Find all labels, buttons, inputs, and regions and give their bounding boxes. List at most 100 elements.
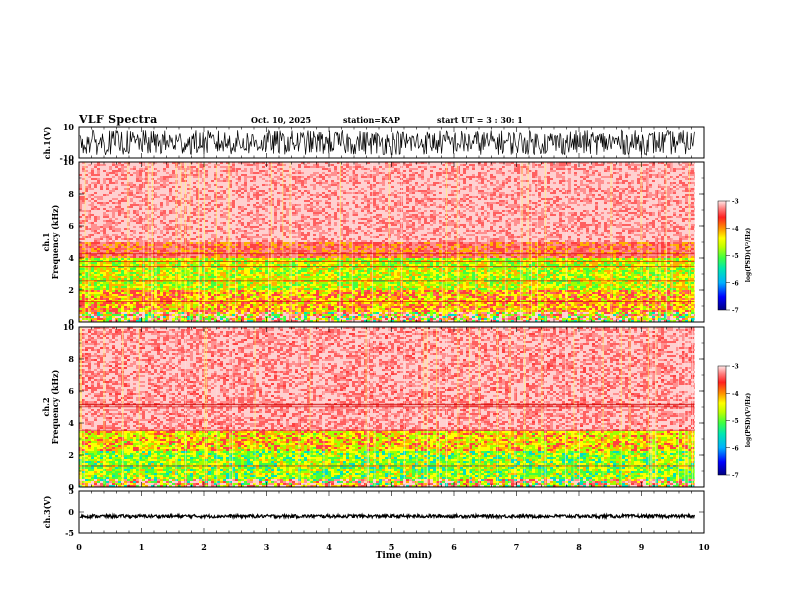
spectrogram-cell	[580, 192, 583, 194]
spectrogram-cell	[208, 176, 211, 178]
spectrogram-cell	[559, 176, 562, 178]
spectrogram-cell	[106, 208, 109, 210]
spectrogram-cell	[220, 196, 223, 198]
spectrogram-cell	[364, 166, 367, 168]
spectrogram-cell	[538, 172, 541, 174]
spectrogram-cell	[463, 182, 466, 184]
spectrogram-cell	[625, 172, 628, 174]
spectrogram-cell	[661, 180, 664, 182]
spectrogram-cell	[139, 204, 142, 206]
spectrogram-cell	[118, 196, 121, 198]
spectrogram-cell	[295, 194, 298, 196]
spectrogram-cell	[382, 178, 385, 180]
spectrogram-cell	[310, 166, 313, 168]
spectrogram-cell	[454, 192, 457, 194]
spectrogram-cell	[259, 168, 262, 170]
spectrogram-cell	[433, 206, 436, 208]
spectrogram-cell	[586, 208, 589, 210]
spectrogram-cell	[208, 168, 211, 170]
spectrogram-cell	[436, 176, 439, 178]
spectrogram-cell	[304, 184, 307, 186]
spectrogram-cell	[94, 168, 97, 170]
spectrogram-cell	[496, 176, 499, 178]
spectrogram-cell	[430, 190, 433, 192]
spectrogram-cell	[586, 172, 589, 174]
spectrogram-cell	[124, 166, 127, 168]
spectrogram-cell	[469, 184, 472, 186]
spectrogram-cell	[436, 180, 439, 182]
spectrogram-cell	[661, 164, 664, 166]
spectrogram-cell	[619, 164, 622, 166]
spectrogram-cell	[310, 192, 313, 194]
spectrogram-cell	[139, 208, 142, 210]
spectrogram-cell	[550, 204, 553, 206]
spectrogram-cell	[652, 206, 655, 208]
spectrogram-cell	[130, 184, 133, 186]
spectrogram-cell	[574, 206, 577, 208]
spectrogram-cell	[178, 196, 181, 198]
spectrogram-cell	[328, 208, 331, 210]
spectrogram-cell	[283, 166, 286, 168]
spectrogram-cell	[205, 194, 208, 196]
spectrogram-cell	[157, 202, 160, 204]
spectrogram-cell	[331, 166, 334, 168]
spectrogram-cell	[484, 184, 487, 186]
spectrogram-cell	[244, 200, 247, 202]
spectrogram-cell	[253, 166, 256, 168]
spectrogram-cell	[262, 186, 265, 188]
spectrogram-cell	[325, 186, 328, 188]
spectrogram-cell	[133, 174, 136, 176]
spectrogram-cell	[238, 208, 241, 210]
spectrogram-cell	[163, 172, 166, 174]
spectrogram-cell	[238, 198, 241, 200]
spectrogram-cell	[634, 204, 637, 206]
spectrogram-cell	[166, 184, 169, 186]
spectrogram-cell	[178, 210, 181, 212]
spectrogram-cell	[241, 168, 244, 170]
spectrogram-cell	[286, 204, 289, 206]
spectrogram-cell	[355, 208, 358, 210]
spectrogram-cell	[622, 164, 625, 166]
spectrogram-cell	[292, 186, 295, 188]
spectrogram-cell	[652, 178, 655, 180]
spectrogram-cell	[580, 182, 583, 184]
spectrogram-cell	[322, 194, 325, 196]
spectrogram-cell	[166, 190, 169, 192]
spectrogram-cell	[244, 176, 247, 178]
spectrogram-cell	[346, 194, 349, 196]
spectrogram-cell	[265, 178, 268, 180]
spectrogram-cell	[676, 194, 679, 196]
spectrogram-cell	[166, 210, 169, 212]
spectrogram-cell	[553, 198, 556, 200]
spectrogram-cell	[601, 190, 604, 192]
spectrogram-cell	[628, 170, 631, 172]
spectrogram-cell	[667, 164, 670, 166]
spectrogram-cell	[598, 192, 601, 194]
spectrogram-cell	[613, 206, 616, 208]
spectrogram-cell	[451, 194, 454, 196]
spectrogram-cell	[391, 170, 394, 172]
spectrogram-cell	[427, 194, 430, 196]
spectrogram-cell	[100, 188, 103, 190]
spectrogram-cell	[382, 196, 385, 198]
spectrogram-cell	[82, 186, 85, 188]
spectrogram-cell	[421, 174, 424, 176]
spectrogram-cell	[616, 202, 619, 204]
spectrogram-cell	[682, 166, 685, 168]
spectrogram-cell	[232, 172, 235, 174]
spectrogram-cell	[424, 182, 427, 184]
spectrogram-cell	[334, 188, 337, 190]
spectrogram-cell	[169, 186, 172, 188]
spectrogram-cell	[631, 168, 634, 170]
spectrogram-cell	[580, 180, 583, 182]
spectrogram-cell	[391, 196, 394, 198]
spectrogram-cell	[262, 190, 265, 192]
spectrogram-cell	[472, 204, 475, 206]
spectrogram-cell	[628, 204, 631, 206]
spectrogram-cell	[166, 188, 169, 190]
spectrogram-cell	[607, 204, 610, 206]
spectrogram-cell	[472, 174, 475, 176]
spectrogram-cell	[265, 204, 268, 206]
spectrogram-cell	[496, 178, 499, 180]
spectrogram-cell	[94, 206, 97, 208]
